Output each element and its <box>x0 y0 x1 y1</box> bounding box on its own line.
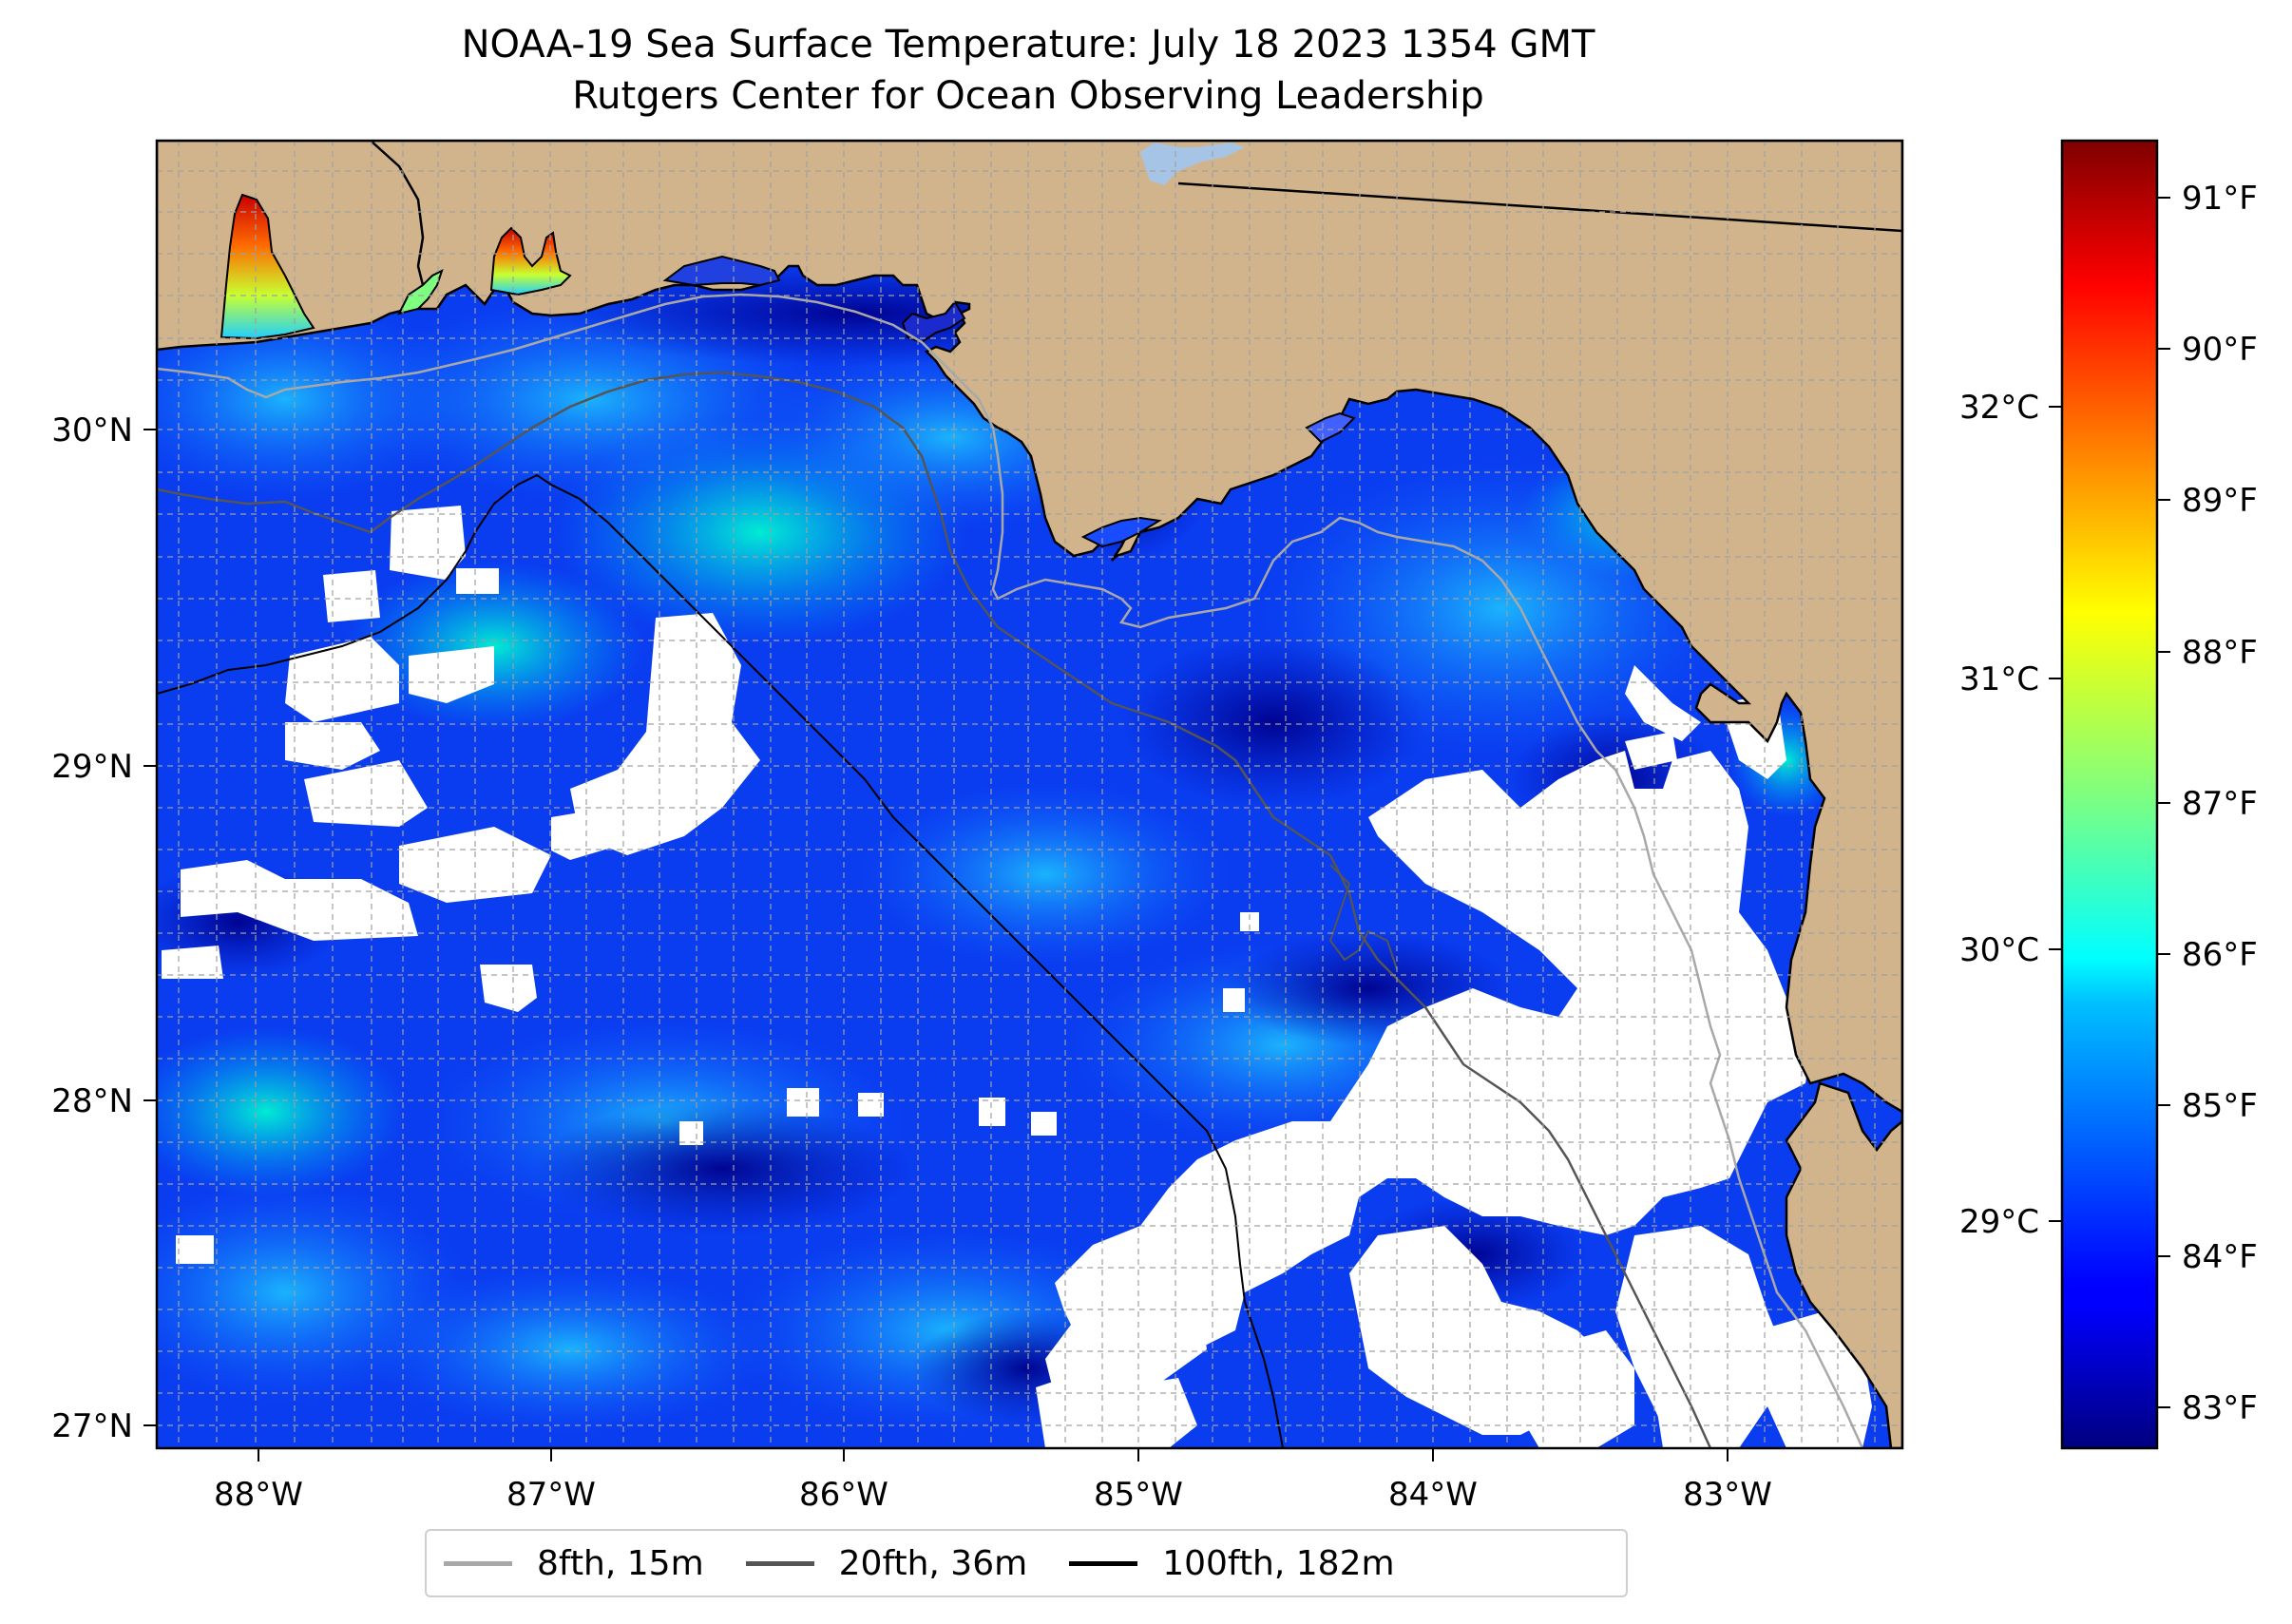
lon-tick-88w: 88°W <box>214 1476 303 1514</box>
cbar-label-85f: 85°F <box>2182 1087 2258 1125</box>
colorbar-gradient <box>2060 139 2159 1450</box>
axis-ticks <box>143 429 1729 1462</box>
lon-tick-85w: 85°W <box>1094 1476 1183 1514</box>
lat-tick-29n: 29°N <box>51 748 133 786</box>
chart-title: NOAA-19 Sea Surface Temperature: July 18… <box>461 23 1595 67</box>
cbar-label-83f: 83°F <box>2182 1389 2258 1427</box>
cbar-label-32c: 32°C <box>1959 389 2039 427</box>
lon-tick-86w: 86°W <box>799 1476 888 1514</box>
cbar-label-90f: 90°F <box>2182 331 2258 369</box>
isobaths <box>157 293 1864 1448</box>
legend-label-20fth: 20fth, 36m <box>838 1543 1028 1583</box>
map-frame <box>155 139 1904 1450</box>
cbar-label-89f: 89°F <box>2182 482 2258 520</box>
legend-item-20fth: 20fth, 36m <box>745 1543 1028 1583</box>
lon-tick-87w: 87°W <box>506 1476 596 1514</box>
lat-tick-labels: 30°N 29°N 28°N 27°N <box>51 411 133 1445</box>
legend-item-8fth: 8fth, 15m <box>444 1544 704 1583</box>
state-border <box>1177 182 1902 233</box>
cbar-label-91f: 91°F <box>2182 180 2258 218</box>
cbar-label-87f: 87°F <box>2182 785 2258 823</box>
legend-swatch-100fth <box>1069 1560 1138 1566</box>
colorbar-f-labels: 91°F 90°F 89°F 88°F 87°F 86°F 85°F 84°F … <box>2182 180 2258 1427</box>
lat-tick-28n: 28°N <box>51 1082 133 1120</box>
legend-label-100fth: 100fth, 182m <box>1162 1543 1395 1583</box>
legend-swatch-20fth <box>745 1560 814 1566</box>
state-border-al <box>370 141 425 286</box>
chart-subtitle: Rutgers Center for Ocean Observing Leade… <box>572 74 1484 118</box>
cbar-label-84f: 84°F <box>2182 1238 2258 1276</box>
colorbar-ticks <box>2049 197 2170 1408</box>
graticule <box>157 141 1902 1448</box>
cbar-label-29c: 29°C <box>1959 1203 2039 1241</box>
map-area <box>157 141 1902 1448</box>
legend-item-100fth: 100fth, 182m <box>1069 1543 1395 1583</box>
cbar-label-86f: 86°F <box>2182 936 2258 974</box>
lon-tick-labels: 88°W 87°W 86°W 85°W 84°W 83°W <box>214 1476 1772 1514</box>
cbar-label-30c: 30°C <box>1959 931 2039 969</box>
legend-swatch-8fth <box>444 1560 512 1566</box>
isobath-legend: 8fth, 15m 20fth, 36m 100fth, 182m <box>425 1529 1628 1597</box>
cbar-label-88f: 88°F <box>2182 634 2258 672</box>
colorbar: 91°F 90°F 89°F 88°F 87°F 86°F 85°F 84°F … <box>1959 139 2258 1450</box>
lon-tick-84w: 84°W <box>1388 1476 1478 1514</box>
cbar-label-31c: 31°C <box>1959 660 2039 698</box>
colorbar-c-labels: 32°C 31°C 30°C 29°C <box>1959 389 2039 1241</box>
lat-tick-30n: 30°N <box>51 411 133 449</box>
legend-label-8fth: 8fth, 15m <box>537 1543 704 1583</box>
sst-texture <box>157 261 1843 1435</box>
lon-tick-83w: 83°W <box>1683 1476 1772 1514</box>
lat-tick-27n: 27°N <box>51 1407 133 1445</box>
